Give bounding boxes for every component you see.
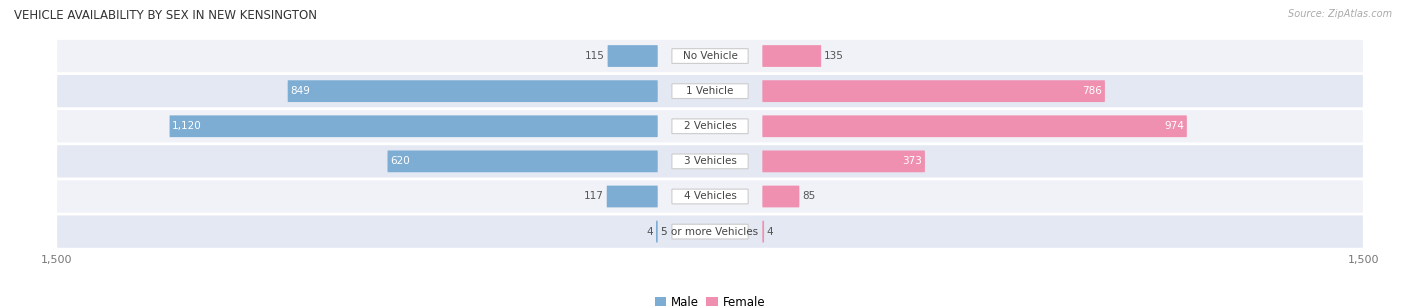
Text: 135: 135: [824, 51, 844, 61]
Text: 786: 786: [1083, 86, 1102, 96]
FancyBboxPatch shape: [170, 115, 658, 137]
Text: 5 or more Vehicles: 5 or more Vehicles: [661, 227, 759, 237]
FancyBboxPatch shape: [762, 115, 1187, 137]
Text: 620: 620: [389, 156, 411, 166]
FancyBboxPatch shape: [762, 45, 821, 67]
Text: 1,120: 1,120: [172, 121, 202, 131]
FancyBboxPatch shape: [762, 221, 763, 242]
FancyBboxPatch shape: [672, 189, 748, 204]
Text: 974: 974: [1164, 121, 1184, 131]
Text: 373: 373: [903, 156, 922, 166]
Text: 2 Vehicles: 2 Vehicles: [683, 121, 737, 131]
Text: 1 Vehicle: 1 Vehicle: [686, 86, 734, 96]
FancyBboxPatch shape: [672, 154, 748, 169]
FancyBboxPatch shape: [58, 180, 1362, 213]
FancyBboxPatch shape: [607, 186, 658, 207]
FancyBboxPatch shape: [58, 145, 1362, 177]
FancyBboxPatch shape: [58, 110, 1362, 142]
FancyBboxPatch shape: [762, 151, 925, 172]
Text: Source: ZipAtlas.com: Source: ZipAtlas.com: [1288, 9, 1392, 19]
FancyBboxPatch shape: [288, 80, 658, 102]
Text: 4 Vehicles: 4 Vehicles: [683, 192, 737, 201]
FancyBboxPatch shape: [762, 80, 1105, 102]
Legend: Male, Female: Male, Female: [650, 291, 770, 306]
FancyBboxPatch shape: [672, 119, 748, 134]
Text: VEHICLE AVAILABILITY BY SEX IN NEW KENSINGTON: VEHICLE AVAILABILITY BY SEX IN NEW KENSI…: [14, 9, 318, 22]
FancyBboxPatch shape: [657, 221, 658, 242]
Text: 4: 4: [647, 227, 654, 237]
FancyBboxPatch shape: [672, 224, 748, 239]
Text: No Vehicle: No Vehicle: [682, 51, 738, 61]
Text: 3 Vehicles: 3 Vehicles: [683, 156, 737, 166]
FancyBboxPatch shape: [388, 151, 658, 172]
FancyBboxPatch shape: [607, 45, 658, 67]
FancyBboxPatch shape: [58, 215, 1362, 248]
Text: 4: 4: [766, 227, 773, 237]
FancyBboxPatch shape: [58, 40, 1362, 72]
Text: 117: 117: [585, 192, 605, 201]
Text: 85: 85: [801, 192, 815, 201]
FancyBboxPatch shape: [58, 75, 1362, 107]
Text: 115: 115: [585, 51, 605, 61]
FancyBboxPatch shape: [762, 186, 800, 207]
FancyBboxPatch shape: [672, 49, 748, 63]
FancyBboxPatch shape: [672, 84, 748, 99]
Text: 849: 849: [290, 86, 311, 96]
